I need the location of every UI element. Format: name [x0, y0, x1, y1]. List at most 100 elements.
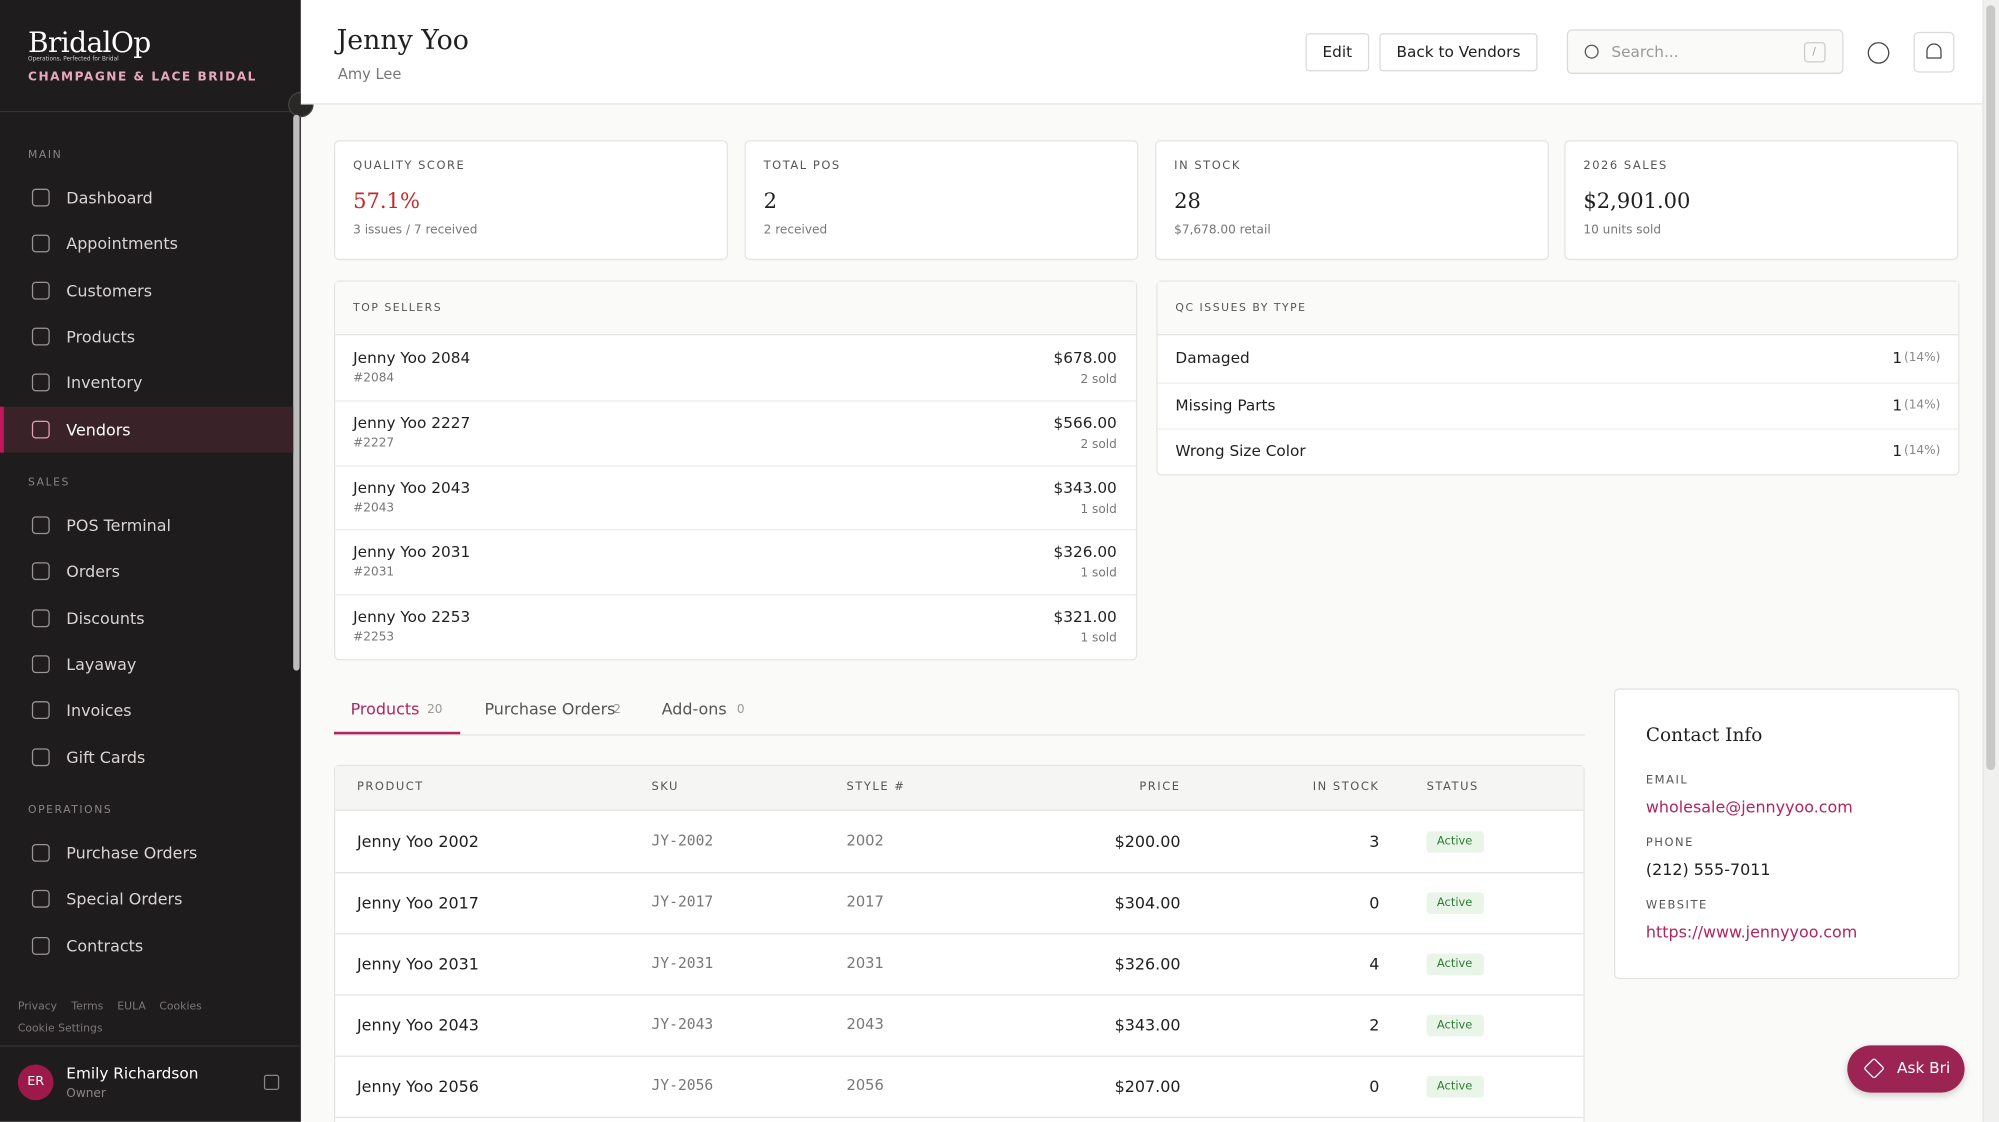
- cell: 2043: [846, 1014, 884, 1033]
- status-badge: [1426, 892, 1484, 915]
- icon: [31, 701, 50, 720]
- footer-link[interactable]: Cookies: [159, 1000, 202, 1014]
- field-label: EMAIL: [1645, 774, 1689, 788]
- nav-item[interactable]: Inventory: [66, 373, 143, 393]
- user-role: Owner: [66, 1086, 106, 1101]
- cell: 2056: [846, 1076, 884, 1094]
- issue-share: (14%): [1903, 397, 1941, 412]
- seller-code: #2043: [353, 500, 395, 515]
- stat-note: $7,678.00 retail: [1174, 223, 1271, 238]
- nav-item[interactable]: Special Orders: [66, 889, 183, 909]
- issue-count: 1: [1892, 395, 1903, 414]
- help-button[interactable]: [1867, 42, 1890, 64]
- status-label: Active: [1436, 1080, 1473, 1094]
- row-divider: [335, 872, 1584, 874]
- footer-link[interactable]: Cookie Settings: [17, 1022, 103, 1036]
- tab-border: [334, 734, 1585, 736]
- button-label[interactable]: Edit: [1322, 43, 1353, 61]
- contact-title: Contact Info: [1645, 725, 1763, 747]
- nav-item[interactable]: POS Terminal: [66, 515, 171, 535]
- cell: Jenny Yoo 2017: [356, 893, 479, 913]
- stat-label: TOTAL POS: [763, 160, 841, 173]
- section-title: OPERATIONS: [28, 804, 113, 818]
- button[interactable]: [1305, 33, 1370, 72]
- nav-item[interactable]: Invoices: [66, 700, 132, 720]
- ask-bri-label[interactable]: Ask Bri: [1897, 1059, 1951, 1078]
- nav-item[interactable]: Vendors: [66, 419, 131, 439]
- column-header: PRICE: [1139, 780, 1181, 794]
- nav-item[interactable]: Layaway: [66, 654, 137, 674]
- page-subtitle: Amy Lee: [337, 65, 402, 83]
- field-label: WEBSITE: [1645, 899, 1708, 913]
- nav-item[interactable]: Contracts: [66, 935, 144, 955]
- icon: [31, 562, 50, 581]
- cell: 2: [1369, 1015, 1380, 1035]
- store-name: CHAMPAGNE & LACE BRIDAL: [28, 70, 257, 85]
- nav-item[interactable]: Purchase Orders: [66, 843, 198, 863]
- row-divider: [335, 594, 1136, 596]
- status-label: Active: [1436, 835, 1473, 849]
- shortcut-label: /: [1812, 46, 1816, 58]
- button-label[interactable]: Back to Vendors: [1396, 43, 1521, 61]
- field-value[interactable]: https://www.jennyyoo.com: [1645, 922, 1858, 942]
- section-title: SALES: [28, 476, 70, 490]
- icon: [31, 373, 50, 392]
- seller-amount: $678.00: [1053, 349, 1117, 367]
- page-title: Jenny Yoo: [336, 24, 469, 56]
- tab-count: 0: [736, 702, 745, 717]
- cell: JY-2043: [651, 1014, 714, 1033]
- cell: $207.00: [1114, 1076, 1181, 1096]
- table-header: [335, 766, 1584, 811]
- icon: [31, 936, 50, 955]
- stat-note: 3 issues / 7 received: [353, 223, 478, 238]
- footer-link[interactable]: Terms: [71, 1000, 104, 1014]
- row-divider: [335, 1116, 1584, 1119]
- status-badge: [1426, 953, 1484, 976]
- nav-item[interactable]: Appointments: [66, 234, 178, 254]
- stat-label: IN STOCK: [1174, 160, 1241, 173]
- button[interactable]: [1379, 33, 1538, 72]
- tab-count: 20: [427, 702, 443, 717]
- row-divider: [1157, 428, 1959, 430]
- field-value[interactable]: wholesale@jennyyoo.com: [1645, 797, 1853, 817]
- nav-item[interactable]: Customers: [66, 280, 153, 300]
- issue-type: Wrong Size Color: [1175, 442, 1306, 460]
- sidebar-scrollbar: [293, 114, 300, 671]
- nav-item[interactable]: Discounts: [66, 608, 145, 628]
- issue-count: 1: [1892, 442, 1903, 460]
- user-name: Emily Richardson: [66, 1064, 199, 1083]
- search-box[interactable]: [1566, 29, 1844, 74]
- footer-link[interactable]: Privacy: [17, 1000, 58, 1014]
- status-label: Active: [1436, 1019, 1473, 1033]
- icon: [31, 420, 50, 438]
- column-header: SKU: [651, 780, 679, 794]
- nav-item[interactable]: Products: [66, 326, 136, 346]
- product-table: [334, 764, 1585, 1122]
- section-title: MAIN: [28, 149, 63, 162]
- status-badge: [1426, 1014, 1484, 1037]
- cell: 3: [1369, 831, 1380, 851]
- cell: 0: [1369, 1076, 1380, 1096]
- row-divider: [335, 933, 1584, 935]
- icon: [31, 234, 50, 253]
- seller-name: Jenny Yoo 2031: [353, 543, 471, 562]
- ask-bri-button[interactable]: [1847, 1045, 1965, 1093]
- tagline: Operations, Perfected for Bridal: [28, 56, 119, 63]
- logout-icon[interactable]: [263, 1074, 280, 1091]
- cell: 2031: [846, 953, 884, 972]
- row-divider: [335, 994, 1584, 996]
- nav-item[interactable]: Dashboard: [66, 188, 153, 208]
- stat-label: QUALITY SCORE: [353, 160, 466, 173]
- tab-count: 2: [613, 702, 621, 717]
- footer-link[interactable]: EULA: [117, 1000, 146, 1014]
- tab-label[interactable]: Purchase Orders: [484, 699, 616, 719]
- column-header: PRODUCT: [356, 780, 424, 794]
- nav-item[interactable]: Orders: [66, 561, 120, 582]
- cell: $304.00: [1114, 893, 1181, 913]
- tab-label[interactable]: Add-ons: [661, 699, 727, 719]
- status-label: Active: [1436, 897, 1473, 910]
- row-divider: [335, 464, 1136, 467]
- nav-item[interactable]: Gift Cards: [66, 747, 146, 767]
- tab-label[interactable]: Products: [350, 699, 420, 719]
- stat-value: 57.1%: [353, 188, 420, 214]
